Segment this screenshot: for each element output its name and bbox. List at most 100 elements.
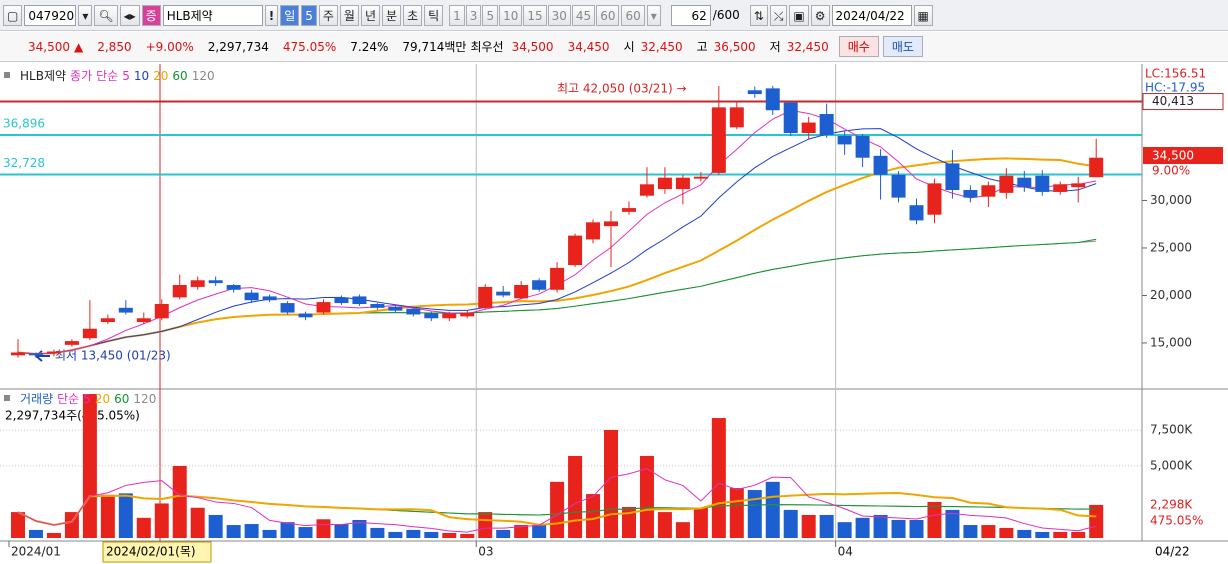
minute-button[interactable]: 60 xyxy=(596,4,620,26)
candle-body xyxy=(873,155,888,175)
sound[interactable]: ◂▸ xyxy=(119,4,140,26)
period-button[interactable]: 주 xyxy=(318,4,338,26)
y-tick-label: 25,000 xyxy=(1150,240,1192,254)
volume-bar xyxy=(1017,529,1032,538)
candle-body xyxy=(28,353,43,356)
low: 32,450 xyxy=(786,39,829,54)
save-icon[interactable]: ▣ xyxy=(789,4,809,26)
candle-body xyxy=(11,352,25,356)
volume-bar xyxy=(711,418,726,538)
low-label: 저 xyxy=(769,40,781,54)
candle-body xyxy=(334,297,349,304)
volume-bar xyxy=(280,522,295,538)
volume-bar xyxy=(639,455,654,538)
minute-button[interactable]: 30 xyxy=(547,4,571,26)
search[interactable]: 🔍︎ xyxy=(94,4,118,26)
lc-label: LC:156.51 xyxy=(1145,67,1206,81)
candle-body xyxy=(82,328,97,339)
window-icon[interactable]: ▢ xyxy=(3,4,23,26)
volume-bar xyxy=(765,481,780,538)
y-tick-label: 20,000 xyxy=(1150,288,1192,302)
volume-bar xyxy=(981,525,996,538)
volume-bar xyxy=(1035,531,1050,538)
minute-button[interactable]: 45 xyxy=(571,4,596,26)
candle-body xyxy=(1017,177,1032,188)
volume-bar xyxy=(1071,531,1086,538)
period-button[interactable]: 년 xyxy=(360,4,381,26)
candle-body xyxy=(244,292,259,301)
minute-buttons: 1 3 5 10 15 30 45 60 xyxy=(449,4,620,26)
volume-bar xyxy=(675,522,690,538)
high: 36,500 xyxy=(713,39,756,54)
open-label: 시 xyxy=(623,40,635,54)
dropdown[interactable]: ▾ xyxy=(646,4,661,26)
candle-body xyxy=(352,296,367,305)
code-input[interactable]: 047920 xyxy=(24,4,77,26)
date-input[interactable]: 2024/04/22 xyxy=(831,4,912,26)
last-change: 9.00% xyxy=(1152,164,1190,178)
legend-item: 단순 xyxy=(57,392,79,406)
level-label: 36,896 xyxy=(3,116,45,130)
candle-body xyxy=(316,302,331,313)
candle-body xyxy=(172,285,187,298)
volume-bar xyxy=(657,512,672,538)
volume-bar xyxy=(1089,504,1104,538)
count-input[interactable]: 62 xyxy=(670,4,711,26)
period-button[interactable]: 월 xyxy=(339,4,359,26)
volume-info: 2,297,734주(475.05%) xyxy=(5,409,140,423)
count-max: /600 xyxy=(712,8,740,22)
candle-body xyxy=(981,185,996,197)
volume-bar xyxy=(945,509,960,538)
candle-body xyxy=(711,107,726,173)
period-button[interactable]: 초 xyxy=(403,4,423,26)
settings-icon[interactable]: ⚙ xyxy=(810,4,830,26)
minute-button[interactable]: 3 xyxy=(465,4,482,26)
arrow: ▲ xyxy=(74,39,84,54)
volume-bar xyxy=(190,507,205,538)
legend-item: 20 xyxy=(95,392,110,406)
volume-bar xyxy=(442,532,457,538)
legend-marker xyxy=(4,395,10,401)
minute-button[interactable]: 5 xyxy=(482,4,499,26)
tool-icon[interactable]: ⇅ xyxy=(749,4,768,26)
period-button[interactable]: 틱 xyxy=(424,4,444,26)
volume-bar xyxy=(963,525,978,538)
period-button[interactable]: 일 xyxy=(280,4,300,26)
ma-line xyxy=(17,491,1097,527)
level-label-box xyxy=(1142,93,1224,111)
alert-button[interactable]: ! xyxy=(264,4,279,26)
volume-bar xyxy=(747,490,762,538)
period-button[interactable]: 5 xyxy=(301,4,317,26)
volume-bar xyxy=(82,394,97,538)
candle-body xyxy=(657,177,672,190)
y-tick-label: 7,500K xyxy=(1150,423,1193,437)
volume-bar xyxy=(855,517,870,538)
volume-bar xyxy=(478,512,493,538)
tool-icon[interactable]: ⤯ xyxy=(769,4,788,26)
buy-button[interactable]: 매수 xyxy=(838,36,879,57)
volume-bar xyxy=(783,509,798,538)
volume-bar xyxy=(801,514,816,538)
dropdown[interactable]: ▾ xyxy=(78,4,93,26)
candle-body xyxy=(927,183,942,215)
minute-button[interactable]: 10 xyxy=(499,4,523,26)
sell-button[interactable]: 매도 xyxy=(882,36,923,57)
calendar-icon[interactable]: ▦ xyxy=(913,4,933,26)
candle-body xyxy=(586,222,601,240)
minute-button[interactable]: 15 xyxy=(523,4,547,26)
chart: 2024/02/01(목) 04/22 최고 42,050 (03/21) → … xyxy=(0,64,1228,564)
minute-button[interactable]: 1 xyxy=(449,4,465,26)
candle-body xyxy=(190,280,205,287)
candle-body xyxy=(550,267,565,290)
period-button[interactable]: 분 xyxy=(382,4,402,26)
x-tick-label: 03 xyxy=(478,545,493,559)
volume-bar xyxy=(693,507,708,538)
volume-bar xyxy=(100,494,115,538)
candle-body xyxy=(729,107,744,128)
volume-bar xyxy=(999,527,1014,538)
minute-select[interactable]: 60 xyxy=(621,4,645,26)
candle-body xyxy=(675,177,690,190)
bid: 34,450 xyxy=(567,39,610,54)
